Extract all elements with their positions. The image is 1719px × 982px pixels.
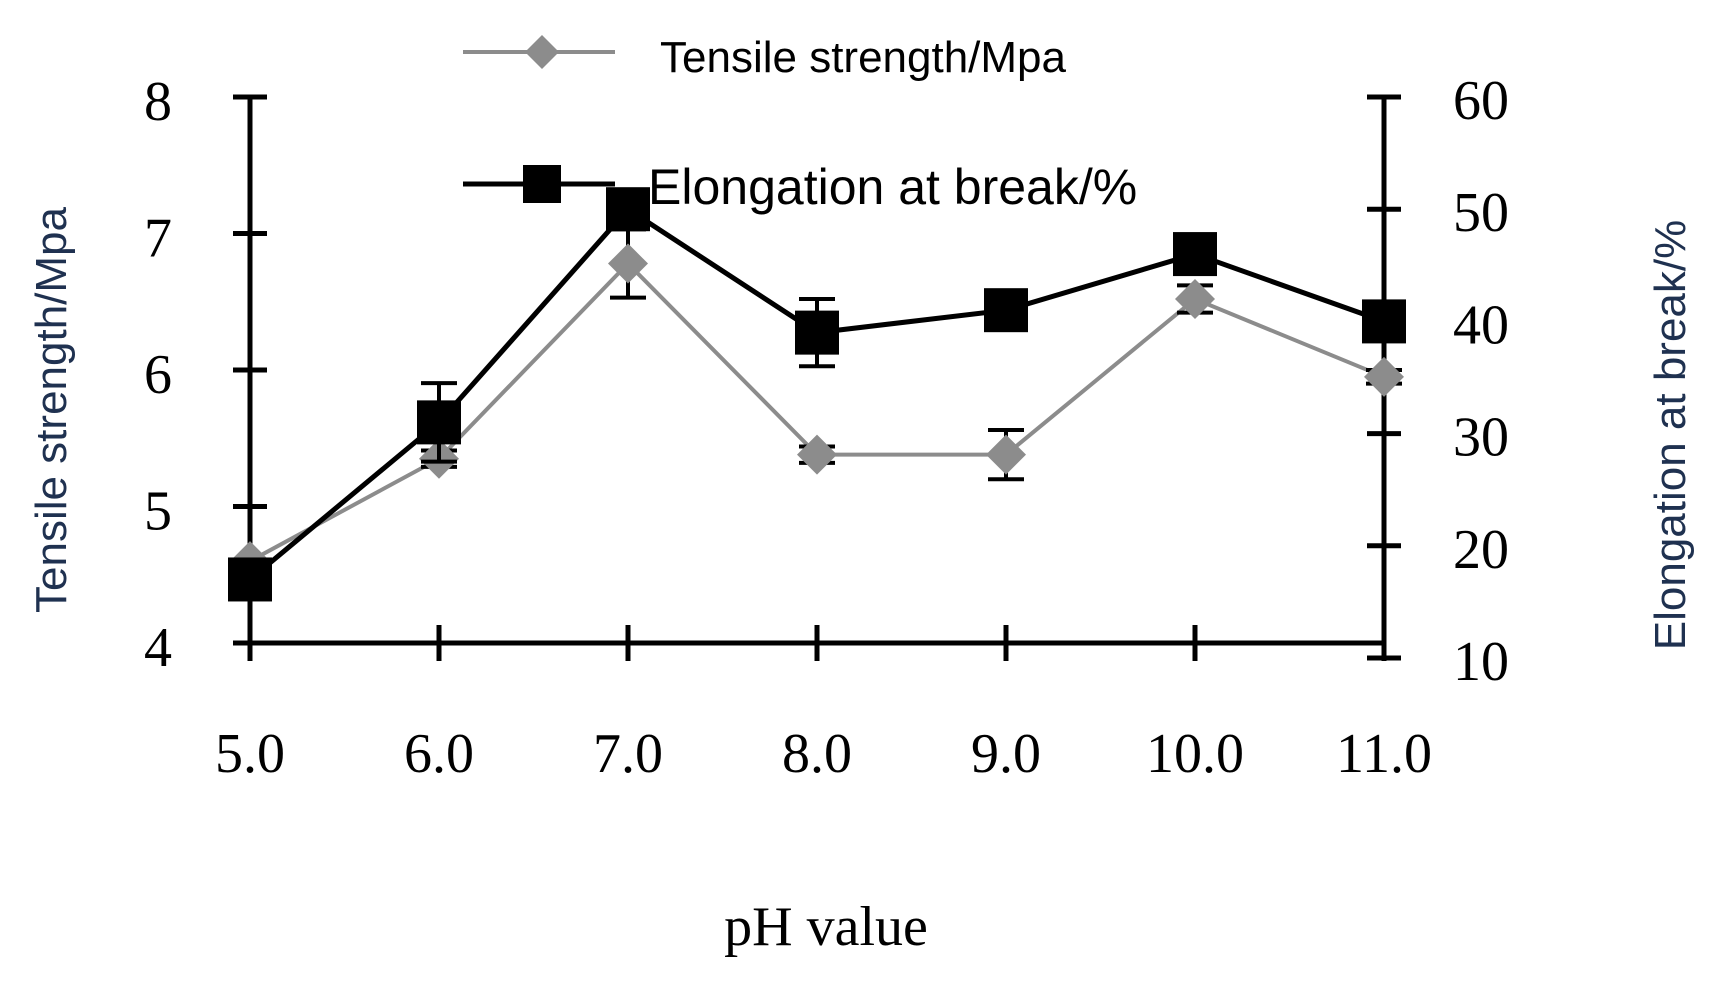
y-tick-label-right: 60 — [1453, 70, 1509, 132]
data-point — [1175, 279, 1215, 320]
x-tick-label: 5.0 — [215, 723, 285, 785]
legend-item: Tensile strength/Mpa — [463, 33, 1067, 82]
axes: 4 5 6 7 8 10 20 30 40 50 60 5.0 6.0 7.0 8.0 9.0 10.0 11.0 — [144, 70, 1509, 785]
legend-marker — [523, 165, 561, 203]
series-tensile-strength — [230, 227, 1404, 582]
y-tick-label-left: 8 — [144, 71, 172, 133]
legend-label: Tensile strength/Mpa — [660, 33, 1067, 82]
series-layer — [228, 187, 1406, 602]
y-axis-label-right: Elongation at break/% — [1646, 220, 1695, 651]
x-tick-label: 9.0 — [971, 723, 1041, 785]
y-tick-label-right: 50 — [1453, 182, 1509, 244]
y-tick-label-right: 10 — [1453, 631, 1509, 693]
data-point — [986, 434, 1026, 475]
y-tick-label-left: 5 — [144, 481, 172, 543]
x-tick-label: 6.0 — [404, 723, 474, 785]
data-point — [797, 434, 837, 475]
y-tick-label-right: 30 — [1453, 407, 1509, 469]
legend: Tensile strength/Mpa Elongation at break/… — [463, 33, 1137, 215]
data-point — [417, 400, 461, 445]
y-tick-label-right: 20 — [1453, 519, 1509, 581]
data-point — [1173, 232, 1217, 277]
x-tick-label: 8.0 — [782, 723, 852, 785]
data-point — [1364, 356, 1404, 397]
x-axis-label: pH value — [724, 896, 928, 958]
y-axis-label-left: Tensile strength/Mpa — [27, 206, 76, 613]
data-point — [608, 243, 648, 284]
y-tick-label-left: 6 — [144, 344, 172, 406]
data-point — [795, 310, 839, 355]
data-point — [606, 187, 650, 232]
legend-marker — [525, 35, 559, 69]
legend-label: Elongation at break/% — [648, 159, 1137, 215]
data-point — [228, 557, 272, 602]
x-tick-label: 7.0 — [593, 723, 663, 785]
x-tick-label: 10.0 — [1146, 723, 1244, 785]
x-tick-label: 11.0 — [1336, 723, 1432, 785]
data-point — [984, 288, 1028, 333]
y-tick-label-left: 4 — [144, 617, 172, 679]
series-elongation — [228, 187, 1406, 602]
y-tick-label-left: 7 — [144, 208, 172, 270]
data-point — [1362, 299, 1406, 344]
y-tick-label-right: 40 — [1453, 294, 1509, 356]
legend-item: Elongation at break/% — [463, 159, 1137, 215]
